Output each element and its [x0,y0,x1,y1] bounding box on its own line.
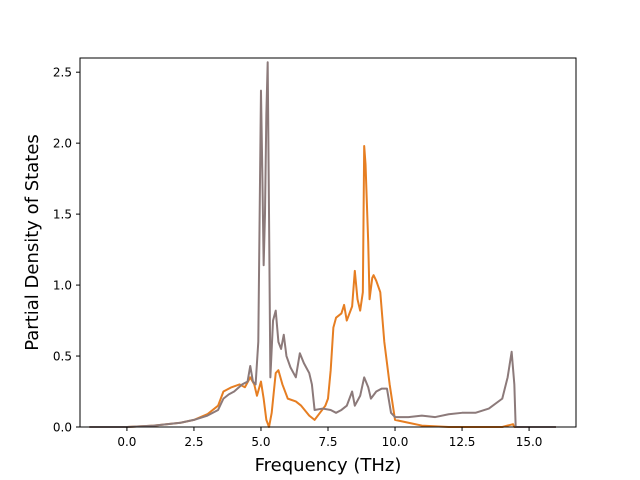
x-tick-label: 2.5 [184,435,203,449]
y-tick-label: 2.0 [53,137,72,151]
y-tick-label: 0.0 [53,421,72,435]
y-tick-label: 0.5 [53,350,72,364]
x-axis-ticks: 0.0 2.5 5.0 7.5 10.0 12.5 15.0 [117,427,542,449]
pdos-series-line-2 [89,61,556,428]
y-tick-label: 1.0 [53,279,72,293]
pdos-series-line-1 [89,144,556,428]
x-tick-label: 12.5 [449,435,476,449]
x-tick-label: 15.0 [516,435,543,449]
x-tick-label: 5.0 [251,435,270,449]
y-tick-label: 2.5 [53,66,72,80]
y-tick-label: 1.5 [53,208,72,222]
y-axis-label: Partial Density of States [22,134,43,351]
y-axis-ticks: 0.0 0.5 1.0 1.5 2.0 2.5 [53,66,80,435]
x-tick-label: 0.0 [117,435,136,449]
x-tick-label: 10.0 [382,435,409,449]
plot-area [89,61,556,428]
x-axis-label: Frequency (THz) [255,455,402,476]
x-tick-label: 7.5 [318,435,337,449]
